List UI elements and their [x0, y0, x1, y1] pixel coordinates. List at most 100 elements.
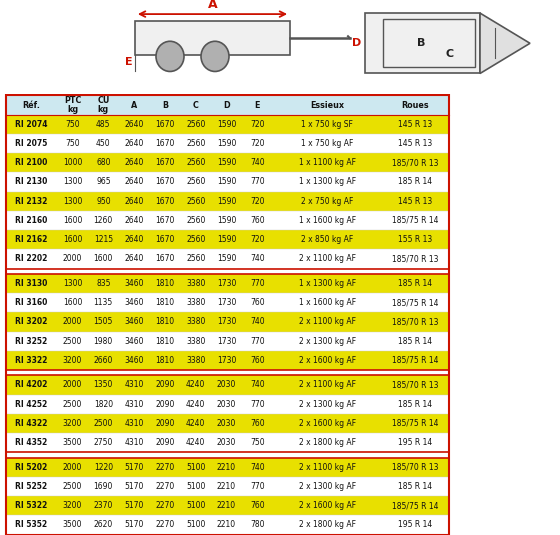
Bar [242, 153, 273, 172]
Bar [211, 477, 242, 496]
Text: 4310: 4310 [124, 400, 144, 409]
Text: 2270: 2270 [155, 501, 175, 510]
Bar [242, 457, 273, 477]
Text: 1810: 1810 [155, 279, 175, 288]
Text: 185/75 R 14: 185/75 R 14 [392, 501, 439, 510]
Text: 2640: 2640 [124, 120, 144, 129]
Bar [242, 230, 273, 249]
Text: 1505: 1505 [94, 317, 113, 326]
Bar [6, 496, 57, 515]
Bar [211, 293, 242, 312]
Bar [6, 515, 57, 534]
Bar [150, 249, 180, 269]
Bar [150, 351, 180, 370]
Text: 185/70 R 13: 185/70 R 13 [392, 255, 439, 263]
Text: 2210: 2210 [217, 463, 236, 472]
Bar [57, 496, 88, 515]
Text: 2270: 2270 [155, 482, 175, 491]
Text: 2560: 2560 [186, 139, 206, 148]
Bar [211, 433, 242, 452]
Text: 2 x 1300 kg AF: 2 x 1300 kg AF [298, 400, 356, 409]
Bar [150, 312, 180, 332]
Bar [119, 249, 150, 269]
Bar [88, 515, 119, 534]
Text: 1 x 1600 kg AF: 1 x 1600 kg AF [298, 298, 356, 307]
Text: 1730: 1730 [217, 356, 236, 365]
Bar [150, 376, 180, 395]
Bar [382, 95, 449, 114]
Text: 720: 720 [250, 197, 264, 206]
Text: 2500: 2500 [94, 419, 113, 428]
Bar [88, 211, 119, 230]
Text: 2640: 2640 [124, 255, 144, 263]
Text: 1300: 1300 [63, 178, 82, 187]
Text: RI 3252: RI 3252 [15, 337, 48, 346]
Text: A: A [131, 101, 137, 110]
Bar [180, 515, 211, 534]
Text: RI 2100: RI 2100 [15, 158, 48, 167]
Text: 1590: 1590 [217, 120, 236, 129]
Text: 1690: 1690 [94, 482, 113, 491]
Text: 185/75 R 14: 185/75 R 14 [392, 298, 439, 307]
Bar [211, 332, 242, 351]
Bar [180, 395, 211, 414]
Bar [273, 433, 382, 452]
Bar [273, 211, 382, 230]
Text: 1810: 1810 [155, 356, 175, 365]
Text: 3200: 3200 [63, 419, 82, 428]
Bar [88, 192, 119, 211]
Bar [57, 230, 88, 249]
Text: 2090: 2090 [155, 400, 175, 409]
Bar [273, 114, 382, 134]
Text: 185 R 14: 185 R 14 [399, 400, 432, 409]
Text: RI 2132: RI 2132 [15, 197, 48, 206]
Text: 2 x 1300 kg AF: 2 x 1300 kg AF [298, 482, 356, 491]
Bar [150, 172, 180, 192]
Bar [273, 515, 382, 534]
Text: 185/75 R 14: 185/75 R 14 [392, 419, 439, 428]
Text: B: B [162, 101, 168, 110]
Bar [6, 312, 57, 332]
Bar [6, 332, 57, 351]
Text: RI 4322: RI 4322 [15, 419, 48, 428]
Text: 1670: 1670 [155, 120, 175, 129]
Bar [150, 192, 180, 211]
Text: 760: 760 [250, 216, 265, 225]
Text: 950: 950 [96, 197, 111, 206]
Text: 2560: 2560 [186, 120, 206, 129]
Text: 2560: 2560 [186, 158, 206, 167]
Text: 1000: 1000 [63, 158, 82, 167]
Bar [382, 153, 449, 172]
Text: 1730: 1730 [217, 298, 236, 307]
Bar [88, 414, 119, 433]
Text: 1600: 1600 [63, 298, 82, 307]
Bar [150, 433, 180, 452]
Bar [6, 95, 57, 114]
Text: 485: 485 [96, 120, 110, 129]
Bar [273, 134, 382, 153]
Text: 965: 965 [96, 178, 111, 187]
Text: 185 R 14: 185 R 14 [399, 279, 432, 288]
Bar [88, 134, 119, 153]
Bar [180, 249, 211, 269]
Bar [382, 477, 449, 496]
Text: 2640: 2640 [124, 158, 144, 167]
Bar [150, 332, 180, 351]
Text: 1600: 1600 [63, 235, 82, 244]
Text: 1 x 750 kg SF: 1 x 750 kg SF [301, 120, 353, 129]
Bar [242, 211, 273, 230]
Bar [57, 134, 88, 153]
Bar [88, 230, 119, 249]
Bar [6, 230, 57, 249]
Bar [6, 452, 449, 457]
Bar [242, 414, 273, 433]
Text: 760: 760 [250, 356, 265, 365]
Text: 2 x 1300 kg AF: 2 x 1300 kg AF [298, 337, 356, 346]
Text: 2640: 2640 [124, 178, 144, 187]
Bar [6, 249, 57, 269]
Bar [382, 395, 449, 414]
Text: 2030: 2030 [217, 419, 236, 428]
Text: 185 R 14: 185 R 14 [399, 482, 432, 491]
Bar [119, 293, 150, 312]
Text: B: B [417, 39, 425, 48]
